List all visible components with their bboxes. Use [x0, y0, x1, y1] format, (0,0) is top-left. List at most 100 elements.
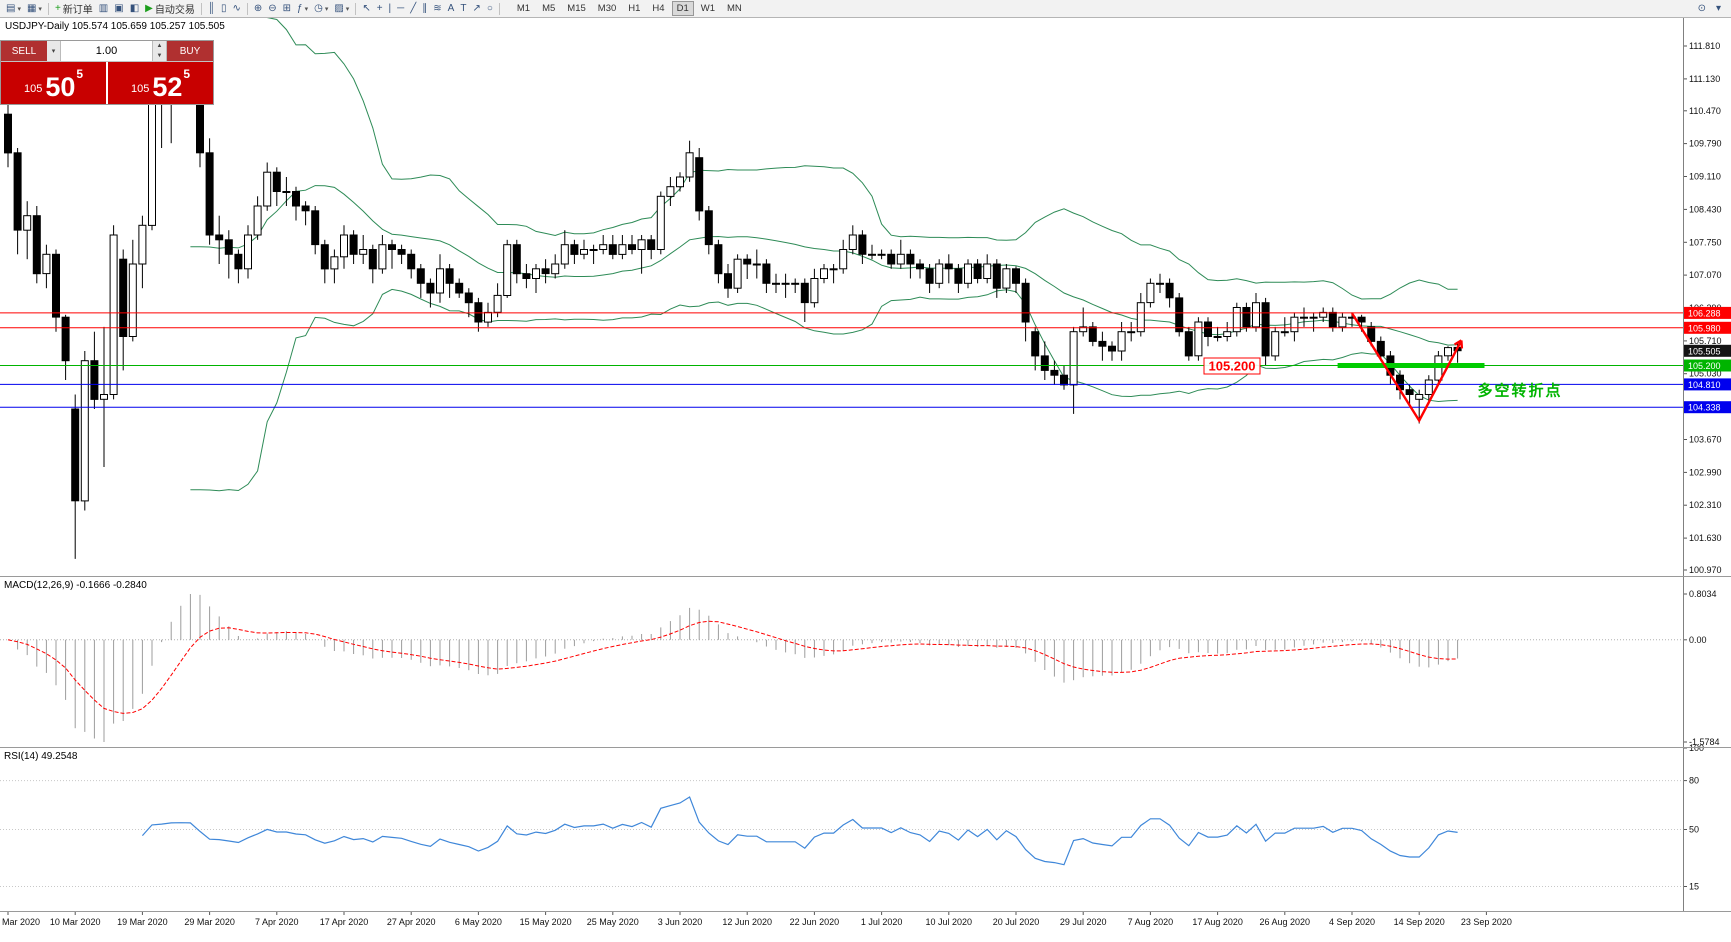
macd-indicator-label: MACD(12,26,9) -0.1666 -0.2840 — [4, 580, 147, 591]
toolbar-options-button[interactable]: ▾ — [1713, 1, 1724, 16]
zigzag-trendline[interactable] — [1350, 312, 1463, 424]
svg-text:26 Aug 2020: 26 Aug 2020 — [1260, 917, 1311, 927]
svg-text:102.310: 102.310 — [1689, 500, 1722, 510]
equidistant-channel-button[interactable]: ∥ — [419, 1, 430, 16]
bollinger-upper-band — [266, 17, 1458, 300]
volume-up-button[interactable]: ▲ — [153, 41, 166, 51]
chevron-down-icon: ▾ — [51, 48, 56, 55]
time-axis[interactable]: Mar 2020 10 Mar 2020 19 Mar 2020 29 Mar 202… — [2, 912, 1512, 927]
buy-button[interactable]: BUY — [167, 41, 213, 61]
new-chart-button[interactable]: ▤ ▾ — [3, 1, 24, 16]
timeframe-m1-button[interactable]: M1 — [516, 3, 531, 14]
svg-text:29 Mar 2020: 29 Mar 2020 — [184, 917, 235, 927]
templates-button[interactable]: ▨ ▾ — [331, 1, 352, 16]
price-axis-marker — [1684, 344, 1731, 357]
sell-button[interactable]: SELL — [1, 41, 47, 61]
svg-text:109.790: 109.790 — [1689, 139, 1722, 149]
tile-windows-icon: ⊞ — [282, 2, 292, 14]
rsi-line — [141, 796, 1458, 866]
text-button[interactable]: A — [445, 1, 458, 16]
zoom-out-icon: ⊖ — [268, 2, 277, 14]
arrow-tool-button[interactable]: ↗ — [469, 1, 483, 16]
chart-profiles-icon: ▦ — [26, 2, 37, 14]
timeframe-w1-button[interactable]: W1 — [700, 3, 715, 14]
rsi-pane[interactable] — [0, 780, 1683, 887]
svg-text:27 Apr 2020: 27 Apr 2020 — [387, 917, 436, 927]
periods-button[interactable]: ◷ ▾ — [311, 1, 331, 16]
fibonacci-button[interactable]: ≋ — [430, 1, 444, 16]
svg-text:15 May 2020: 15 May 2020 — [520, 917, 572, 927]
price-axis-marker — [1684, 401, 1731, 414]
svg-text:1 Jul 2020: 1 Jul 2020 — [861, 917, 903, 927]
timeframe-d1-button[interactable]: D1 — [671, 1, 694, 16]
data-window-button[interactable]: ▣ — [111, 1, 126, 16]
templates-caret-icon: ▾ — [345, 5, 350, 13]
svg-text:17 Apr 2020: 17 Apr 2020 — [320, 917, 369, 927]
timeframe-m5-button[interactable]: M5 — [542, 3, 556, 14]
auto-trading-button[interactable]: ▶ 自动交易 — [142, 1, 198, 16]
price-callout-annotation[interactable]: 105.200 — [1203, 357, 1261, 375]
volume-down-button[interactable]: ▼ — [153, 51, 166, 61]
order-type-dropdown[interactable]: ▾ — [47, 41, 60, 61]
line-chart-mode-button[interactable]: ∿ — [229, 1, 243, 16]
indicators-button[interactable]: ƒ ▾ — [294, 1, 311, 16]
price-axis[interactable]: 111.810 111.130 110.470 109.790 109.110 108.4… — [1683, 17, 1731, 911]
price-axis-marker — [1684, 306, 1731, 319]
cursor-button[interactable]: ↖ — [359, 1, 373, 16]
tile-windows-button[interactable]: ⊞ — [280, 1, 294, 16]
text-label-button[interactable]: T — [457, 1, 469, 16]
chart-profiles-button[interactable]: ▦ ▾ — [24, 1, 45, 16]
buy-price-pips: 52 — [152, 72, 183, 103]
turning-point-annotation[interactable]: 多空转折点 — [1477, 382, 1563, 400]
zoom-in-button[interactable]: ⊕ — [251, 1, 265, 16]
search-button[interactable]: ⊙ — [1695, 1, 1709, 16]
volume-input[interactable] — [60, 41, 153, 61]
bollinger-lower-band — [190, 288, 1458, 492]
toolbar-separator — [246, 2, 248, 15]
market-watch-icon: ▥ — [98, 2, 109, 14]
sell-price-tile[interactable]: 105 50 5 — [1, 62, 106, 104]
zoom-out-button[interactable]: ⊖ — [265, 1, 279, 16]
buy-price-prefix: 105 — [130, 83, 150, 96]
arrowhead — [1453, 339, 1463, 346]
sell-price-pips: 50 — [45, 72, 76, 103]
timeframe-mn-button[interactable]: MN — [726, 3, 742, 14]
svg-text:22 Jun 2020: 22 Jun 2020 — [790, 917, 840, 927]
trendline-button[interactable]: ╱ — [407, 1, 419, 16]
svg-text:4 Sep 2020: 4 Sep 2020 — [1329, 917, 1375, 927]
svg-text:80: 80 — [1689, 776, 1699, 786]
timeframe-m30-button[interactable]: M30 — [597, 3, 617, 14]
svg-text:15: 15 — [1689, 882, 1699, 892]
market-watch-button[interactable]: ▥ — [96, 1, 111, 16]
price-axis-marker — [1684, 321, 1731, 334]
vertical-line-button[interactable]: | — [386, 1, 395, 16]
svg-text:103.670: 103.670 — [1689, 435, 1722, 445]
trade-panel-controls: SELL ▾ ▲ ▼ BUY — [1, 41, 213, 62]
timeframe-h4-button[interactable]: H4 — [652, 3, 665, 14]
timeframe-h1-button[interactable]: H1 — [628, 3, 641, 14]
svg-text:110.470: 110.470 — [1689, 106, 1721, 116]
buy-price-tile[interactable]: 105 52 5 — [108, 62, 213, 104]
macd-pane[interactable] — [0, 594, 1683, 742]
svg-text:14 Sep 2020: 14 Sep 2020 — [1394, 917, 1445, 927]
svg-text:50: 50 — [1689, 825, 1699, 835]
data-window-icon: ▣ — [114, 2, 124, 14]
svg-text:Mar 2020: Mar 2020 — [2, 917, 40, 927]
toolbar-right-group: ⊙ ▾ — [1695, 1, 1728, 16]
svg-text:101.630: 101.630 — [1689, 533, 1722, 543]
new-order-button[interactable]: + 新订单 — [52, 1, 96, 16]
main-price-pane[interactable] — [0, 1, 1683, 559]
shapes-button[interactable]: ○ — [484, 1, 496, 16]
chart-profiles-caret-icon: ▾ — [38, 5, 42, 13]
vertical-line-icon: | — [388, 2, 392, 14]
candlestick-mode-button[interactable]: ▯ — [218, 1, 230, 16]
horizontal-line-button[interactable]: ─ — [394, 1, 407, 16]
svg-text:0.8034: 0.8034 — [1689, 589, 1717, 599]
bar-chart-mode-button[interactable]: ║ — [205, 1, 218, 16]
crosshair-button[interactable]: + — [374, 1, 386, 16]
timeframe-m15-button[interactable]: M15 — [567, 3, 586, 14]
buy-price-pipette: 5 — [183, 67, 191, 81]
navigator-button[interactable]: ◧ — [127, 1, 142, 16]
timeframe-group: M1 M5 M15 M30 H1 H4 D1 W1 MN — [511, 1, 748, 16]
